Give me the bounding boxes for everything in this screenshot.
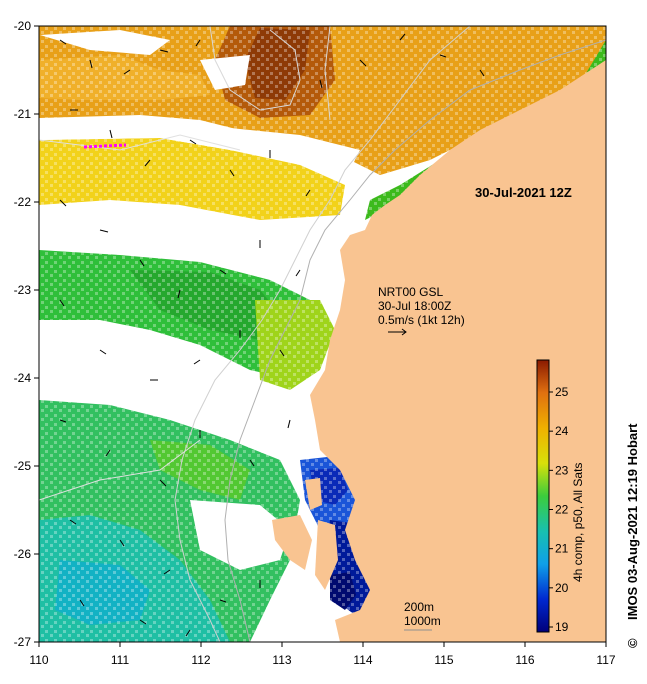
y-tick-label: -22 <box>14 195 32 209</box>
depth-200m-label: 200m <box>404 600 434 614</box>
x-tick-label: 112 <box>191 653 210 667</box>
date-label: 30-Jul-2021 12Z <box>475 185 572 200</box>
x-tick-label: 117 <box>596 653 615 667</box>
colorbar-tick-label: 20 <box>555 581 569 595</box>
current-time-label: 30-Jul 18:00Z <box>378 299 451 313</box>
colorbar-tick-label: 19 <box>555 620 569 634</box>
credit-text: IMOS 03-Aug-2021 12:19 Hobart <box>625 423 640 620</box>
depth-1000m-label: 1000m <box>404 614 441 628</box>
sst-field <box>39 26 606 642</box>
y-axis: -20 -21 -22 -23 -24 -25 -26 -27 <box>14 19 39 649</box>
contour-200m <box>224 39 606 642</box>
y-tick-label: -26 <box>14 547 32 561</box>
x-tick-label: 116 <box>515 653 534 667</box>
colorbar-ticks: 19 20 21 22 23 24 25 <box>549 385 569 634</box>
y-tick-label: -24 <box>14 371 32 385</box>
y-tick-label: -27 <box>14 635 32 649</box>
current-scale-label: 0.5m/s (1kt 12h) <box>378 313 465 327</box>
colorbar-tick-label: 21 <box>555 542 569 556</box>
colorbar-tick-label: 25 <box>555 385 569 399</box>
plot-frame <box>38 25 607 643</box>
colorbar-label: 4h comp, p50, All Sats <box>571 463 585 582</box>
contour-1000m <box>174 26 471 642</box>
x-axis: 110 111 112 113 114 115 116 117 <box>29 642 616 667</box>
colorbar-tick-label: 22 <box>555 503 569 517</box>
y-tick-label: -23 <box>14 283 32 297</box>
y-tick-label: -25 <box>14 459 32 473</box>
x-tick-label: 113 <box>272 653 291 667</box>
colorbar <box>536 359 550 633</box>
y-tick-label: -21 <box>14 107 32 121</box>
land-area <box>310 60 606 642</box>
track-marker <box>83 143 127 149</box>
copyright-symbol: © <box>625 638 640 648</box>
x-tick-label: 114 <box>353 653 372 667</box>
x-tick-label: 111 <box>111 653 130 667</box>
y-tick-label: -20 <box>14 19 32 33</box>
colorbar-tick-label: 23 <box>555 463 569 477</box>
current-scale-arrow <box>388 328 407 336</box>
x-tick-label: 110 <box>29 653 48 667</box>
x-tick-label: 115 <box>434 653 453 667</box>
colorbar-tick-label: 24 <box>555 424 569 438</box>
current-source-label: NRT00 GSL <box>378 285 443 299</box>
